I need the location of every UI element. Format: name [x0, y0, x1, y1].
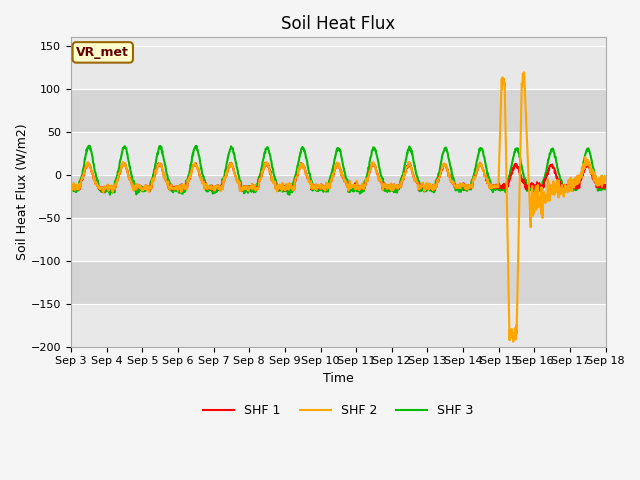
- Bar: [71, 304, 605, 347]
- SHF 1: [539, 185, 547, 191]
- SHF 2: [602, 179, 609, 184]
- Legend: SHF 1, SHF 2, SHF 3: SHF 1, SHF 2, SHF 3: [198, 399, 479, 422]
- SHF 2: [67, 187, 75, 192]
- SHF 1: [405, 160, 413, 166]
- SHF 1: [173, 183, 181, 189]
- Bar: [71, 132, 605, 175]
- SHF 2: [539, 215, 547, 221]
- SHF 2: [186, 175, 194, 181]
- Bar: [71, 261, 605, 304]
- Title: Soil Heat Flux: Soil Heat Flux: [281, 15, 396, 33]
- SHF 2: [173, 185, 180, 191]
- SHF 1: [99, 190, 107, 195]
- Y-axis label: Soil Heat Flux (W/m2): Soil Heat Flux (W/m2): [15, 124, 28, 260]
- SHF 3: [173, 188, 181, 193]
- SHF 1: [186, 173, 194, 179]
- SHF 3: [285, 192, 293, 198]
- SHF 2: [246, 184, 253, 190]
- SHF 2: [520, 70, 528, 75]
- SHF 1: [422, 184, 429, 190]
- SHF 1: [67, 185, 75, 191]
- SHF 2: [491, 184, 499, 190]
- SHF 3: [67, 190, 75, 195]
- SHF 1: [246, 185, 254, 191]
- Line: SHF 3: SHF 3: [71, 145, 605, 195]
- SHF 3: [186, 166, 194, 171]
- Line: SHF 2: SHF 2: [71, 72, 605, 342]
- SHF 3: [602, 184, 609, 190]
- Text: VR_met: VR_met: [76, 46, 129, 59]
- SHF 1: [492, 184, 499, 190]
- SHF 1: [602, 183, 609, 189]
- X-axis label: Time: Time: [323, 372, 354, 385]
- Line: SHF 1: SHF 1: [71, 163, 605, 192]
- Bar: [71, 175, 605, 218]
- SHF 3: [86, 143, 93, 148]
- SHF 3: [246, 188, 254, 193]
- SHF 3: [492, 185, 499, 191]
- Bar: [71, 89, 605, 132]
- SHF 2: [509, 339, 517, 345]
- Bar: [71, 46, 605, 89]
- SHF 2: [421, 183, 429, 189]
- Bar: [71, 218, 605, 261]
- SHF 3: [539, 179, 547, 185]
- SHF 3: [422, 185, 429, 191]
